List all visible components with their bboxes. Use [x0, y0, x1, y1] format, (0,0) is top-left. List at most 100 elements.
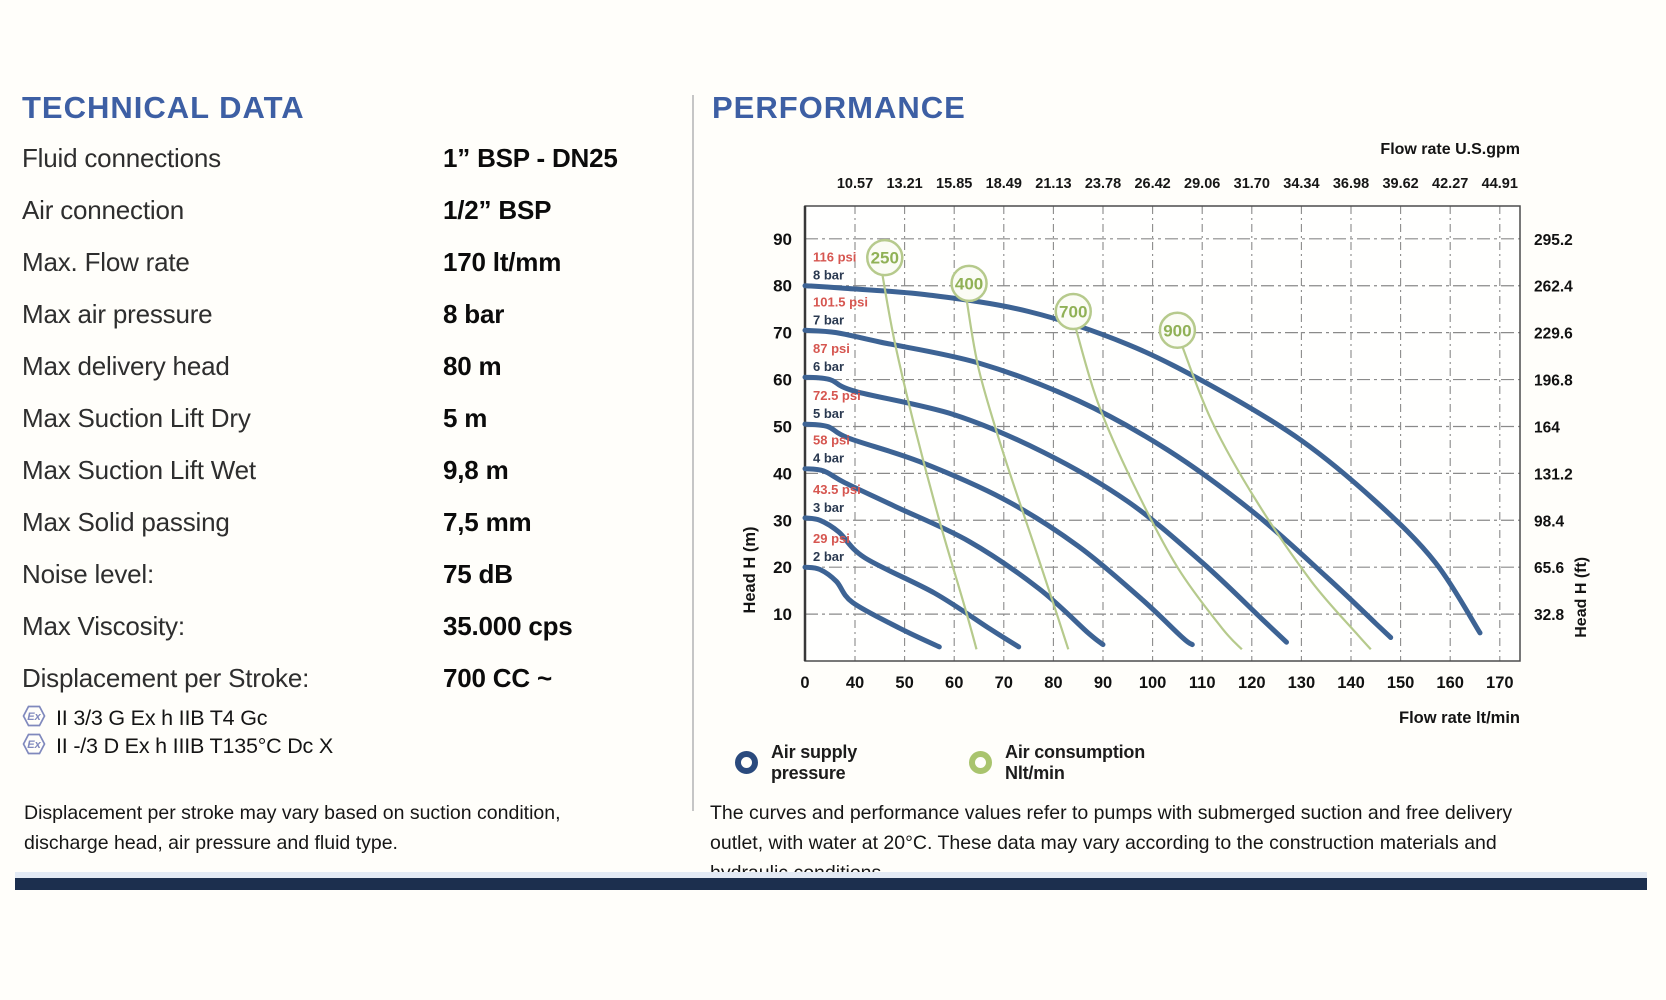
legend-label-line2: pressure — [771, 762, 846, 783]
column-divider — [692, 95, 694, 811]
spec-label: Noise level: — [22, 558, 154, 589]
y-axis-left-labels: 90 80 70 60 50 40 30 20 10 — [773, 230, 792, 624]
spec-value: 1” BSP - DN25 — [443, 142, 618, 173]
x-tick-label-ltmin: 90 — [1094, 674, 1112, 692]
y-tick-label-m: 80 — [773, 277, 792, 296]
spec-label: Max. Flow rate — [22, 246, 190, 277]
y-tick-label-m: 50 — [773, 417, 792, 436]
y-tick-label-m: 70 — [773, 324, 792, 343]
table-row: Max Solid passing 7,5 mm — [22, 496, 667, 548]
spec-label: Max Suction Lift Wet — [22, 454, 256, 485]
air-consumption-curve-400 — [965, 299, 1070, 650]
x-axis-top-labels: 10.57 13.21 15.85 18.49 21.13 23.78 26.42 29.06… — [837, 176, 1518, 192]
x-tick-label-ltmin: 80 — [1044, 674, 1062, 692]
air-consumption-value-250: 250 — [871, 249, 899, 268]
x-tick-label-ltmin: 160 — [1436, 674, 1464, 692]
y-tick-label-m: 30 — [773, 511, 792, 530]
legend-label-line1: Air consumption — [1005, 742, 1146, 762]
legend-label-line1: Air supply — [771, 742, 858, 762]
spec-value: 1/2” BSP — [443, 194, 552, 225]
psi-label-4bar: 58 psi — [813, 433, 850, 448]
table-row: Air connection 1/2” BSP — [22, 184, 667, 236]
y-axis-right-labels: 295.2 262.4 229.6 196.8 164 131.2 98.4 65.6 32.8 — [1534, 232, 1573, 624]
y-tick-label-ft: 262.4 — [1534, 279, 1573, 296]
spec-value: 75 dB — [443, 558, 513, 589]
performance-chart: 90 80 70 60 50 40 30 20 10 295.2 262.4 229.6 196.8 16… — [741, 141, 1590, 727]
technical-data-title: TECHNICAL DATA — [22, 90, 305, 125]
legend-label-line2: Nlt/min — [1005, 762, 1065, 783]
spec-value: 170 lt/mm — [443, 246, 562, 277]
table-row: Noise level: 75 dB — [22, 548, 667, 600]
psi-label-2bar: 29 psi — [813, 531, 850, 546]
y-tick-label-m: 60 — [773, 371, 792, 390]
x-tick-label-ltmin: 170 — [1486, 674, 1514, 692]
x-tick-label-gpm: 42.27 — [1432, 176, 1468, 192]
legend-item-air-supply-pressure: Air supply pressure — [735, 742, 857, 783]
table-row: Displacement per Stroke: 700 CC ~ — [22, 652, 667, 704]
x-tick-label-ltmin: 40 — [846, 674, 864, 692]
table-row: Max. Flow rate 170 lt/mm — [22, 236, 667, 288]
air-consumption-curves: 250 400 700 900 — [866, 238, 1372, 651]
air-consumption-badge-250 — [866, 238, 904, 277]
y-tick-label-ft: 65.6 — [1534, 560, 1565, 577]
x-axis-bottom-title: Flow rate lt/min — [1399, 709, 1520, 727]
air-supply-pressure-ring-icon — [735, 751, 758, 775]
spec-label: Fluid connections — [22, 142, 221, 173]
spec-label: Displacement per Stroke: — [22, 662, 310, 693]
x-tick-label-ltmin: 50 — [895, 674, 913, 692]
air-consumption-value-900: 900 — [1163, 321, 1191, 340]
certification-lines: Ex II 3/3 G Ex h IIB T4 Gc Ex II -/3 D Ex h… — [22, 704, 667, 760]
bar-label-2bar: 2 bar — [813, 549, 844, 564]
y-tick-label-ft: 295.2 — [1534, 232, 1573, 249]
spec-label: Air connection — [22, 194, 184, 225]
y-tick-label-ft: 32.8 — [1534, 607, 1565, 624]
certification-line: Ex II -/3 D Ex h IIIB T135°C Dc X — [22, 732, 667, 760]
x-axis-top-title: Flow rate U.S.gpm — [1380, 141, 1520, 158]
pressure-curve-5bar — [802, 421, 1195, 648]
y-tick-label-ft: 131.2 — [1534, 466, 1573, 483]
certification-line: Ex II 3/3 G Ex h IIB T4 Gc — [22, 704, 667, 732]
spec-label: Max Solid passing — [22, 506, 230, 537]
table-row: Max air pressure 8 bar — [22, 288, 667, 340]
table-row: Max Suction Lift Wet 9,8 m — [22, 444, 667, 496]
x-tick-label-gpm: 10.57 — [837, 176, 873, 192]
air-consumption-curve-700 — [1074, 327, 1243, 651]
x-tick-label-gpm: 26.42 — [1134, 176, 1170, 192]
plot-background — [805, 206, 1520, 661]
ex-hexagon-icon: Ex — [22, 733, 46, 760]
air-consumption-curve-900 — [1181, 346, 1372, 651]
x-tick-label-gpm: 23.78 — [1085, 176, 1121, 192]
air-consumption-badge-400 — [950, 264, 988, 303]
psi-label-5bar: 72.5 psi — [813, 388, 861, 403]
psi-label-7bar: 101.5 psi — [813, 294, 868, 309]
spec-value: 7,5 mm — [443, 506, 532, 537]
spec-value: 8 bar — [443, 298, 505, 329]
spec-label: Max delivery head — [22, 350, 230, 381]
x-tick-label-ltmin: 70 — [995, 674, 1013, 692]
x-tick-label-ltmin: 100 — [1139, 674, 1167, 692]
bottom-rule-highlight — [15, 872, 1647, 878]
certification-text: II -/3 D Ex h IIIB T135°C Dc X — [56, 733, 334, 758]
x-tick-label-ltmin: 0 — [800, 674, 809, 692]
x-tick-label-gpm: 34.34 — [1283, 176, 1319, 192]
x-tick-label-ltmin: 120 — [1238, 674, 1266, 692]
performance-title: PERFORMANCE — [712, 90, 966, 125]
pressure-curve-8bar — [802, 283, 1483, 636]
pressure-curve-6bar — [802, 374, 1289, 645]
y-tick-label-ft: 196.8 — [1534, 373, 1573, 390]
x-tick-label-ltmin: 140 — [1337, 674, 1365, 692]
psi-label-6bar: 87 psi — [813, 341, 850, 356]
spec-label: Max Suction Lift Dry — [22, 402, 251, 433]
y-axis-right-title: Head H (ft) — [1573, 557, 1590, 638]
svg-text:Ex: Ex — [27, 711, 41, 723]
spec-value: 80 m — [443, 350, 502, 381]
air-consumption-badge-900 — [1158, 311, 1197, 350]
technical-data-section: TECHNICAL DATA Fluid connections 1” BSP -… — [22, 90, 667, 760]
x-tick-label-gpm: 13.21 — [886, 176, 922, 192]
x-tick-label-gpm: 21.13 — [1035, 176, 1071, 192]
certification-text: II 3/3 G Ex h IIB T4 Gc — [56, 705, 268, 730]
y-tick-label-m: 10 — [773, 605, 792, 624]
y-tick-label-m: 90 — [773, 230, 792, 249]
ex-hexagon-icon: Ex — [22, 705, 46, 732]
